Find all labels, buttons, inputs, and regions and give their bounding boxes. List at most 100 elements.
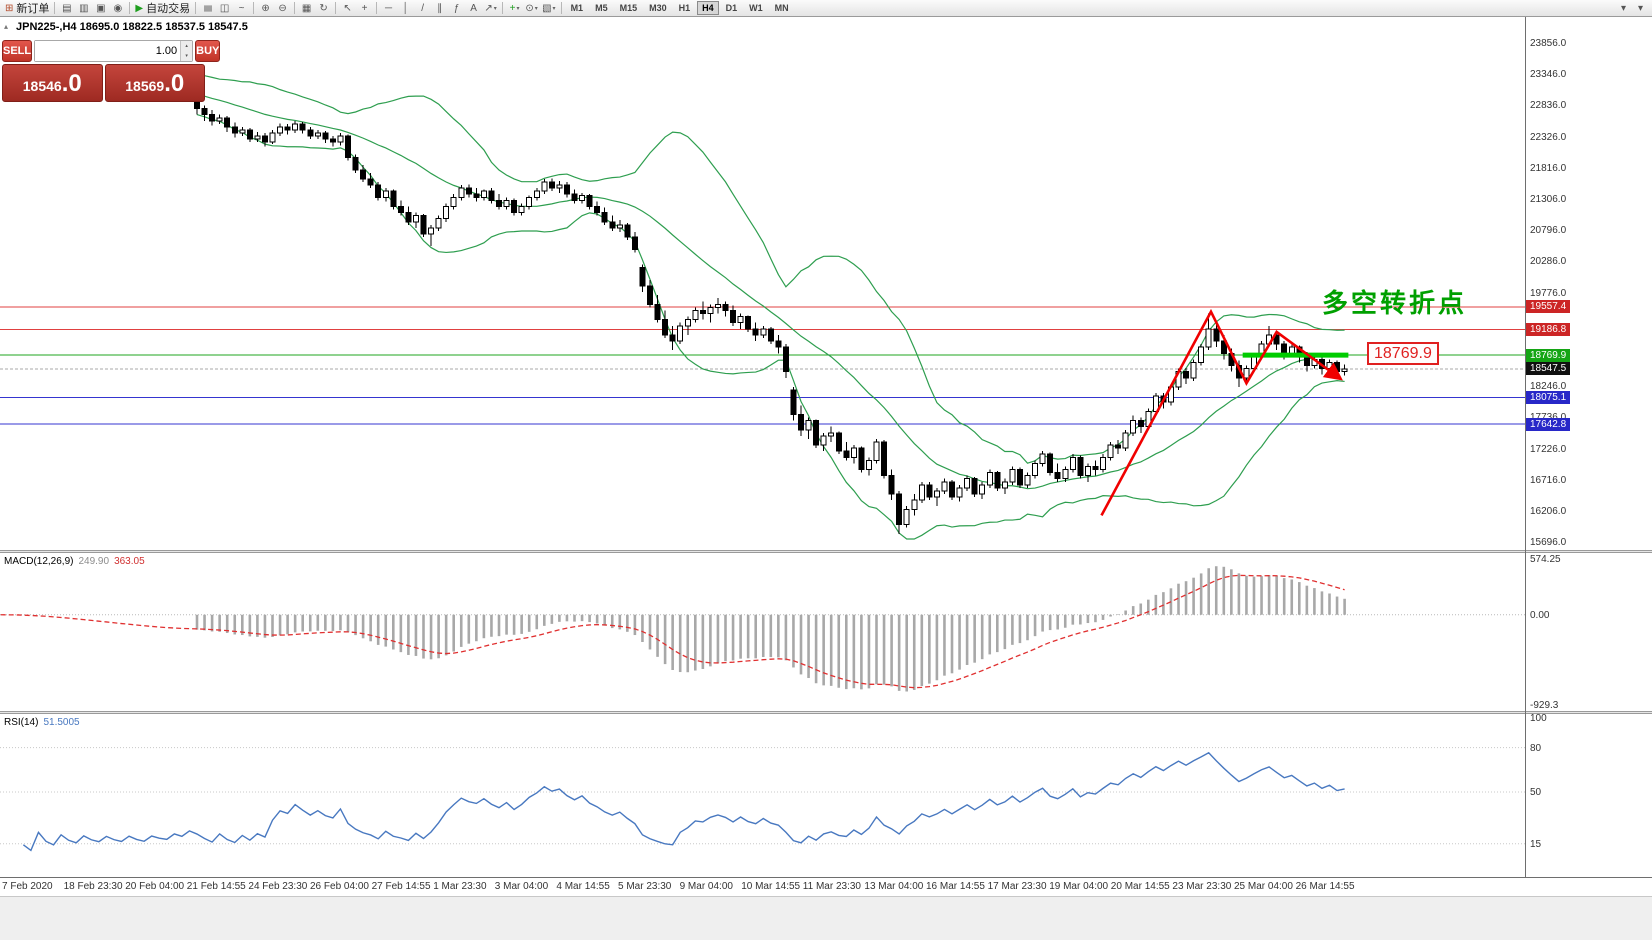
zoom-in-icon[interactable]: ⊕	[261, 2, 270, 14]
equidistant-channel-icon[interactable]: ∥	[437, 2, 443, 14]
terminal-icon[interactable]: ◉	[113, 2, 123, 14]
bar-chart-icon[interactable]: ≣	[202, 3, 214, 13]
macd-axis-label: -929.3	[1530, 699, 1559, 711]
price-axis-label: 16206.0	[1530, 506, 1567, 517]
time-axis-label: 20 Mar 14:55	[1110, 881, 1170, 892]
macd-value-1: 249.90	[78, 556, 110, 567]
price-axis-label: 21306.0	[1530, 194, 1567, 205]
fibonacci-icon[interactable]: ƒ	[453, 2, 460, 14]
trendline-icon[interactable]: /	[421, 2, 424, 14]
time-axis-label: 17 Mar 23:30	[987, 881, 1047, 892]
sell-price-frac: .0	[61, 70, 82, 97]
price-axis-label: 15696.0	[1530, 537, 1567, 549]
rsi-value: 51.5005	[43, 717, 80, 728]
rsi-axis-label: 50	[1530, 787, 1542, 798]
arrow-objects-icon[interactable]: ↗ ▾	[484, 2, 497, 14]
time-axis-label: 10 Mar 14:55	[741, 881, 801, 892]
price-axis-label: 18246.0	[1530, 381, 1567, 393]
market-watch-icon[interactable]: ▤	[62, 2, 72, 14]
vertical-line-icon[interactable]: │	[402, 2, 409, 14]
price-axis-label: 19776.0	[1530, 287, 1567, 299]
price-tag-annotation: 18769.9	[1367, 342, 1439, 365]
buy-price-button[interactable]: 18569 .0	[104, 64, 205, 102]
line-chart-icon[interactable]: ~	[238, 2, 245, 14]
window-bottom-strip	[0, 896, 1652, 940]
timeframe-w1[interactable]: W1	[749, 3, 763, 13]
timeframe-m30[interactable]: M30	[649, 3, 667, 13]
time-axis-label: 23 Mar 23:30	[1172, 881, 1232, 892]
indicators-icon[interactable]: + ▾	[509, 2, 520, 14]
timeframe-d1[interactable]: D1	[725, 3, 738, 13]
volume-input[interactable]	[35, 41, 181, 61]
data-window-icon[interactable]: ▥	[79, 2, 89, 14]
price-axis-label: 20286.0	[1530, 256, 1567, 268]
zoom-out-icon[interactable]: ⊖	[278, 2, 287, 14]
volume-increase-button[interactable]: ▴	[181, 41, 193, 51]
price-axis-label: 22836.0	[1530, 100, 1567, 112]
buy-button[interactable]: BUY	[195, 40, 221, 62]
sell-button[interactable]: SELL	[2, 40, 33, 62]
toolbar-overflow: ▾ ▾	[1615, 0, 1649, 16]
sell-price-main: 18546	[22, 78, 62, 94]
main-price-chart[interactable]	[0, 17, 1525, 550]
time-axis-label: 9 Mar 04:00	[679, 881, 733, 892]
timeframe-h1[interactable]: H1	[678, 3, 691, 13]
macd-name: MACD(12,26,9)	[4, 556, 74, 567]
rsi-label: RSI(14) 51.5005	[4, 717, 80, 728]
new-order-button[interactable]: ⊞ 新订单	[5, 2, 50, 16]
rsi-axis-label: 100	[1530, 713, 1547, 724]
timeframe-toolbar: M1 M5 M15 M30 H1 H4 D1 W1 MN	[565, 0, 795, 16]
toolbar-more-icon[interactable]: ▾	[1620, 2, 1627, 14]
templates-icon[interactable]: ▧ ▾	[542, 2, 556, 14]
refresh-icon[interactable]: ↻	[319, 2, 328, 14]
time-axis-label: 13 Mar 04:00	[864, 881, 924, 892]
text-label-icon[interactable]: A	[470, 2, 477, 14]
timeframe-m1[interactable]: M1	[570, 3, 584, 13]
volume-box: ▴ ▾	[34, 40, 194, 62]
auto-trading-button[interactable]: ▶ 自动交易	[135, 2, 191, 16]
time-axis-label: 21 Feb 14:55	[186, 881, 246, 892]
toolbar-separator	[129, 2, 131, 14]
price-axis-label: 16716.0	[1530, 474, 1567, 486]
macd-indicator-panel[interactable]	[0, 553, 1525, 711]
rsi-name: RSI(14)	[4, 717, 39, 728]
macd-axis-label: 0.00	[1530, 609, 1550, 621]
time-axis[interactable]: 7 Feb 2020 18 Feb 23:30 20 Feb 04:00 21 Feb…	[0, 878, 1652, 896]
macd-value-2: 363.05	[114, 556, 145, 567]
toolbar-menu-icon[interactable]: ▾	[1637, 2, 1644, 14]
buy-price-frac: .0	[164, 70, 185, 97]
sell-price-button[interactable]: 18546 .0	[2, 64, 103, 102]
price-axis-badge: 19186.8	[1526, 323, 1571, 337]
time-axis-label: 3 Mar 04:00	[494, 881, 549, 892]
panel-separator[interactable]	[0, 550, 1652, 553]
crosshair-icon[interactable]: +	[361, 2, 368, 14]
macd-label: MACD(12,26,9) 249.90 363.05	[4, 556, 145, 567]
one-click-collapse-icon[interactable]: ▴	[4, 22, 9, 31]
time-axis-label: 4 Mar 14:55	[556, 881, 610, 892]
price-axis-border	[1525, 17, 1526, 877]
price-axis-badge: 19557.4	[1526, 300, 1571, 314]
toolbar-separator	[54, 2, 56, 14]
cursor-icon[interactable]: ↖	[343, 2, 352, 14]
panel-separator[interactable]	[0, 711, 1652, 714]
time-axis-label: 27 Feb 14:55	[371, 881, 431, 892]
toolbar-separator	[376, 2, 378, 14]
macd-axis-label: 574.25	[1530, 554, 1561, 565]
price-axis-label: 23856.0	[1530, 38, 1567, 49]
timeframe-mn[interactable]: MN	[774, 3, 789, 13]
navigator-icon[interactable]: ▣	[96, 2, 106, 14]
periods-icon[interactable]: ⊙ ▾	[525, 2, 538, 14]
timeframe-m5[interactable]: M5	[595, 3, 608, 13]
horizontal-line-icon[interactable]: ─	[385, 2, 393, 14]
time-axis-label: 5 Mar 23:30	[618, 881, 672, 892]
tile-windows-icon[interactable]: ▦	[301, 2, 312, 14]
timeframe-h4[interactable]: H4	[697, 1, 719, 15]
rsi-indicator-panel[interactable]	[0, 714, 1525, 877]
time-axis-label: 1 Mar 23:30	[433, 881, 487, 892]
time-axis-border	[0, 877, 1652, 878]
timeframe-m15[interactable]: M15	[619, 3, 638, 13]
candlestick-chart-icon[interactable]: ◫	[219, 2, 230, 14]
volume-decrease-button[interactable]: ▾	[181, 51, 193, 61]
one-click-trading-widget: SELL ▴ ▾ BUY 18546 .0 18569 .0	[2, 40, 221, 104]
price-axis-label: 23346.0	[1530, 69, 1567, 81]
